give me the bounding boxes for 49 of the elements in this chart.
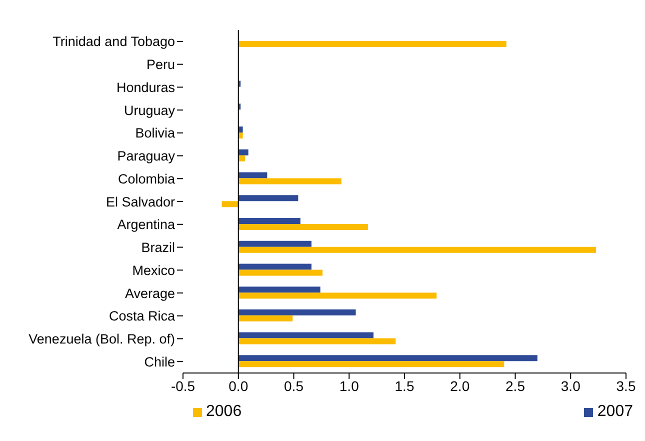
bar — [238, 240, 312, 247]
bar — [238, 332, 374, 338]
legend-label: 2006 — [206, 403, 242, 421]
y-tick-label: Colombia — [118, 171, 176, 186]
x-tick-label: 0.5 — [284, 378, 304, 394]
bar — [238, 338, 396, 344]
bar — [238, 132, 243, 138]
bar — [238, 361, 504, 368]
bar — [238, 155, 246, 162]
y-tick-label: El Salvador — [106, 194, 176, 210]
bar — [238, 309, 356, 316]
bar — [238, 126, 243, 132]
bar — [238, 218, 300, 224]
y-tick-label: Paraguay — [117, 148, 176, 164]
bar — [238, 286, 320, 293]
y-tick-label: Costa Rica — [108, 308, 176, 324]
x-tick-label: 3.5 — [616, 378, 636, 394]
x-tick-label: 2.0 — [450, 378, 470, 394]
y-tick-label: Brazil — [141, 240, 175, 256]
y-tick-label: Argentina — [117, 217, 176, 232]
bar — [238, 224, 368, 230]
bar — [238, 178, 342, 184]
x-tick-label: 1.5 — [394, 378, 414, 394]
y-tick-label: Chile — [144, 354, 175, 370]
x-tick-label: -0.5 — [170, 378, 196, 394]
x-tick-label: 3.0 — [560, 378, 581, 394]
bar — [238, 149, 248, 156]
y-tick-label: Honduras — [116, 80, 176, 95]
x-tick-label: 1.0 — [339, 378, 360, 394]
bar — [238, 264, 312, 270]
y-tick-label: Trinidad and Tobago — [52, 34, 175, 50]
y-tick-label: Bolivia — [135, 126, 176, 141]
x-tick-label: 2.5 — [506, 378, 526, 394]
bar — [238, 270, 323, 276]
bar — [238, 195, 298, 202]
bar — [238, 246, 596, 253]
bar — [238, 292, 437, 299]
bar — [238, 355, 538, 362]
y-tick-label: Peru — [146, 57, 175, 72]
bar — [238, 315, 293, 322]
y-tick-label: Uruguay — [124, 102, 176, 118]
y-tick-label: Mexico — [132, 262, 175, 278]
bar — [222, 201, 238, 208]
y-tick-label: Average — [124, 286, 175, 301]
x-tick-label: 0.0 — [228, 378, 248, 394]
bar — [238, 41, 506, 48]
bar — [238, 172, 268, 178]
legend-label: 2007 — [597, 403, 633, 421]
y-tick-label: Venezuela (Bol. Rep. of) — [28, 331, 175, 346]
